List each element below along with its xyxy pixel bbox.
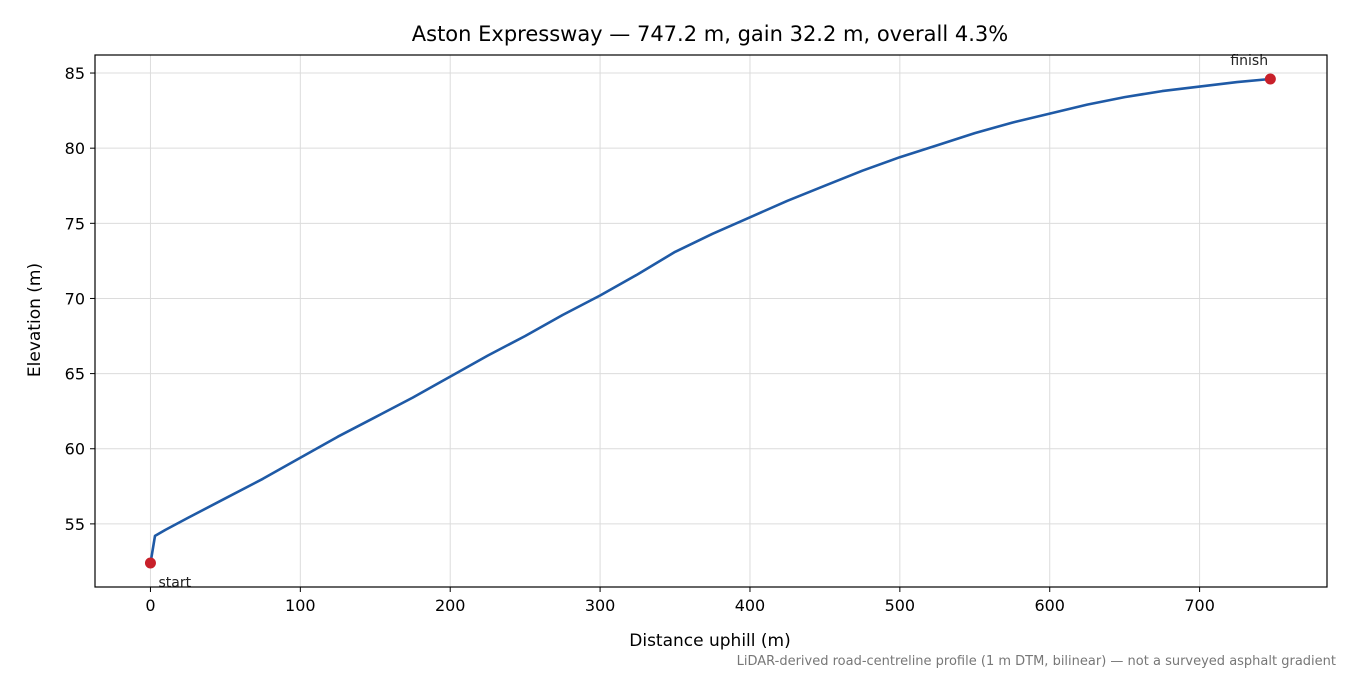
x-tick-label: 200 — [435, 596, 466, 615]
y-axis-title: Elevation (m) — [25, 263, 45, 377]
x-axis-title: Distance uphill (m) — [629, 631, 790, 651]
x-tick-label: 500 — [885, 596, 916, 615]
y-tick-label: 80 — [65, 139, 85, 158]
start-marker — [144, 557, 156, 569]
y-tick-label: 70 — [65, 289, 85, 308]
series-layer: start finish — [144, 53, 1276, 591]
x-tick-label: 700 — [1184, 596, 1215, 615]
x-tick-label: 0 — [145, 596, 155, 615]
finish-marker — [1264, 73, 1276, 85]
finish-label: finish — [1230, 53, 1268, 69]
footnote: LiDAR-derived road-centreline profile (1… — [737, 654, 1336, 669]
chart-title: Aston Expressway — 747.2 m, gain 32.2 m,… — [412, 22, 1008, 46]
y-tick-label: 85 — [65, 64, 85, 83]
y-tick-label: 55 — [65, 515, 85, 534]
elevation-profile-line — [149, 77, 1272, 565]
x-tick-label: 100 — [285, 596, 316, 615]
gridlines — [95, 55, 1327, 587]
y-tick-label: 65 — [65, 365, 85, 384]
y-tick-label: 75 — [65, 214, 85, 233]
y-tick-label: 60 — [65, 440, 85, 459]
x-tick-label: 600 — [1034, 596, 1065, 615]
plot-frame — [94, 54, 1328, 588]
axes: 0 100 200 300 400 500 600 700 55 60 65 70 75 80 85 — [65, 64, 1215, 615]
x-tick-label: 300 — [585, 596, 616, 615]
start-label: start — [158, 575, 191, 591]
x-tick-label: 400 — [735, 596, 766, 615]
